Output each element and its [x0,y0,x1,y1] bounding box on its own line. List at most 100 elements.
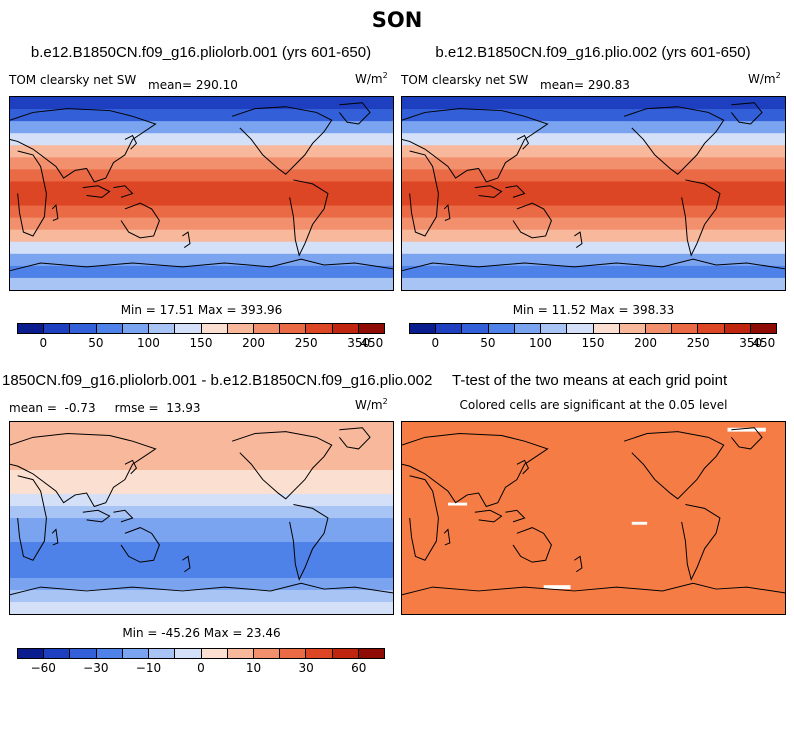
coastline [82,185,111,198]
coastline [17,150,47,237]
coastline [231,431,333,500]
contour-band [10,169,393,182]
coastline [681,504,721,581]
colorbar-tick-label: 50 [88,336,104,350]
coastline [402,432,549,508]
coastline [516,459,530,475]
nonsignificant-patch [631,521,648,525]
contour-band [402,241,785,255]
coastline [120,527,160,563]
contour-band [402,181,785,194]
coastline [51,528,59,546]
contour-band [402,121,785,134]
colorbar-swatch [70,649,97,658]
colorbar-tick-label: 0 [197,661,205,675]
contour-band [10,554,393,567]
contour-band [10,133,393,146]
coastline [10,582,393,596]
colorbar-swatch [201,649,228,658]
coastline [505,185,526,198]
contour-band [10,434,393,447]
panel-br-title: T-test of the two means at each grid poi… [452,372,728,389]
map-panel-tr [401,96,786,291]
colorbar-swatch [253,324,281,333]
coastline [516,134,530,150]
contour-band [10,566,393,579]
coastline [681,179,721,257]
colorbar-swatch [122,324,150,333]
colorbar-swatch [227,324,254,333]
colorbar-tick-label: 150 [189,336,213,350]
colorbar-swatch [149,649,176,658]
coastline [623,106,725,175]
contour-band [10,277,393,290]
panel-bl-title: 1850CN.f09_g16.pliolorb.001 - b.e12.B185… [2,372,433,389]
coastline [443,528,451,546]
colorbar-swatch [619,324,646,333]
contour-band [10,265,393,279]
contour-band [10,578,393,591]
contour-band [402,265,785,279]
coastline [120,202,160,239]
coastline [338,102,371,125]
contour-band [10,121,393,134]
coastline [402,258,785,272]
coastline [338,427,371,450]
contour-band [10,217,393,231]
contour-band [10,157,393,170]
significance-fill [402,422,785,614]
coastline [730,102,763,125]
panel-bl-stats-line: mean = -0.73 rmse = 13.93 [9,401,201,415]
colorbar-swatch [514,324,542,333]
colorbar-swatch [541,324,568,333]
contour-band [402,109,785,122]
panel-tr-units: W/m2 [748,71,781,86]
colorbar-swatch [724,324,751,333]
coastline [231,106,333,175]
coastline [409,475,439,561]
contour-band [402,145,785,158]
coastline [409,150,439,237]
contour-band [10,241,393,255]
map-panel-br [401,421,786,615]
coastline [474,509,503,523]
colorbar-swatch [122,649,150,658]
panel-tr-title: b.e12.B1850CN.f09_g16.plio.002 (yrs 601-… [435,44,751,61]
colorbar-swatch [280,649,307,658]
panel-tl-variable: TOM clearsky net SW [9,73,137,87]
colorbar-swatch [672,324,699,333]
contour-band [10,494,393,507]
panel-bl-minmax: Min = -45.26 Max = 23.46 [122,626,281,640]
contour-band [402,169,785,182]
contour-band [10,422,393,435]
colorbar-swatch [488,324,515,333]
colorbar-swatch [280,324,307,333]
coastline [574,231,583,248]
contour-band [10,590,393,603]
colorbar-swatch [332,649,359,658]
contour-band [10,458,393,471]
map-panel-bl [9,421,394,615]
colorbar-swatch [750,324,777,333]
colorbar-tick-label: 350 [739,336,763,350]
colorbar-swatch [18,324,45,333]
contour-band [10,542,393,555]
coastline [443,204,451,221]
coastline [182,555,191,573]
coastline [474,185,503,198]
colorbar-swatch [332,324,359,333]
colorbar-swatch [593,324,620,333]
colorbar-swatch [698,324,725,333]
nonsignificant-patch [447,502,468,506]
coastline [182,231,191,248]
colorbar-tick-label: 60 [351,661,367,675]
colorbar-swatch [70,324,97,333]
colorbar-swatch [18,649,45,658]
page-title: SON [371,8,423,32]
coastline [623,431,725,500]
nonsignificant-patch [543,585,571,590]
nonsignificant-patch [727,427,766,432]
colorbar-swatch [567,324,594,333]
colorbar-swatch [149,324,176,333]
colorbar-swatch [306,649,333,658]
